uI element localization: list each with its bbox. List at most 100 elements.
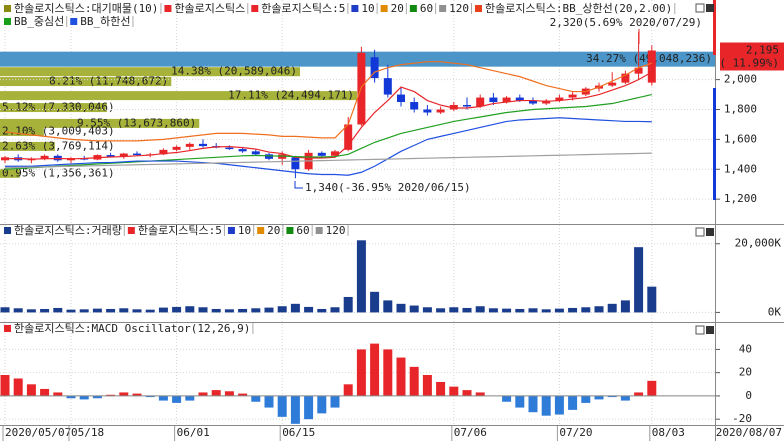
bar [449, 307, 459, 313]
legend-separator [132, 16, 134, 27]
bar [594, 395, 604, 400]
button[interactable] [706, 326, 714, 334]
bar [317, 308, 327, 313]
y-tick-label: 0 [745, 389, 752, 402]
bar [554, 395, 564, 415]
bar [568, 307, 578, 313]
bar [647, 380, 657, 396]
bar [620, 395, 630, 401]
indicator-line [4, 61, 652, 142]
last-price-box [720, 42, 784, 71]
legend-swatch [439, 5, 447, 12]
legend-separator [347, 3, 349, 14]
legend-swatch [351, 5, 359, 12]
bar [634, 247, 644, 313]
bar [515, 395, 525, 408]
candle-body [568, 94, 577, 98]
legend-swatch [164, 5, 172, 12]
bar [224, 309, 234, 313]
bar [277, 306, 287, 313]
bar [356, 349, 366, 396]
profile-bar [0, 91, 357, 101]
y-tick-label: 1,800 [724, 103, 757, 116]
legend-separator [376, 3, 378, 14]
bar [40, 388, 50, 396]
candle-body [119, 153, 128, 157]
profile-bar [0, 103, 107, 113]
bar [66, 309, 76, 313]
x-tick-label: 08/03 [652, 426, 685, 439]
legend-separator [405, 3, 407, 14]
legend-separator [123, 225, 125, 236]
y-tick-label: 40 [739, 342, 752, 355]
legend-label: 한솔로지스틱스:대기매물(10) [14, 2, 158, 15]
bar [277, 395, 287, 417]
range-indicator [713, 0, 716, 55]
candle-body [634, 67, 643, 74]
candle-body [251, 151, 260, 155]
bar [568, 395, 578, 410]
y-tick-label: 1,200 [724, 192, 757, 205]
last-change: ( 11.99%) [719, 56, 779, 69]
bar [370, 343, 380, 396]
bar [330, 307, 340, 313]
indicator-line [4, 152, 652, 169]
legend-separator [252, 323, 254, 334]
bar [422, 375, 432, 396]
profile-label: 2.10% (3,009,403) [2, 124, 115, 137]
bar [145, 395, 155, 398]
bar [158, 395, 168, 401]
bar [541, 395, 551, 416]
bar [79, 309, 89, 313]
bar [541, 309, 551, 313]
profile-bar [0, 67, 301, 77]
candle-body [529, 100, 537, 104]
button[interactable] [695, 325, 705, 335]
bar [356, 240, 366, 313]
range-indicator [713, 88, 716, 200]
button[interactable] [706, 228, 714, 236]
legend-separator [282, 225, 284, 236]
bar [238, 393, 248, 396]
bar [607, 395, 617, 398]
bar [119, 392, 129, 396]
y-tick-label: 20,000K [735, 237, 782, 250]
bar [211, 308, 221, 313]
legend-swatch [4, 325, 11, 332]
bar [185, 395, 195, 401]
legend-label: 10 [361, 2, 374, 15]
y-tick-label: 2,000 [724, 73, 757, 86]
bar [528, 395, 538, 413]
bar [238, 308, 248, 313]
bar [436, 381, 446, 396]
indicator-line [5, 117, 652, 176]
bar [449, 386, 459, 396]
candle-body [344, 124, 353, 150]
bar [594, 306, 604, 313]
button[interactable] [695, 3, 705, 13]
y-tick-label: 0K [768, 305, 782, 318]
candle-body [238, 149, 247, 152]
profile-label: 2.63% (3,769,114) [2, 139, 115, 152]
button[interactable] [695, 227, 705, 237]
candle-body [647, 50, 656, 83]
legend-label: 한솔로지스틱스:거래량 [14, 224, 122, 237]
candle-body [40, 155, 49, 159]
candle-body [542, 100, 551, 104]
button[interactable] [706, 4, 714, 12]
candle-body [502, 97, 511, 103]
candle-body [608, 82, 617, 86]
bar [515, 308, 525, 313]
candle-body [199, 143, 207, 147]
candle-body [476, 97, 485, 107]
candle-body [225, 147, 234, 150]
panel-buttons [695, 3, 714, 335]
bar [462, 307, 472, 313]
candle-body [291, 157, 300, 170]
annotation-pointer [294, 181, 303, 189]
legend-label: 120 [326, 224, 346, 237]
bar [92, 308, 102, 313]
legend-label: 10 [238, 224, 251, 237]
legend-label: 20 [391, 2, 404, 15]
